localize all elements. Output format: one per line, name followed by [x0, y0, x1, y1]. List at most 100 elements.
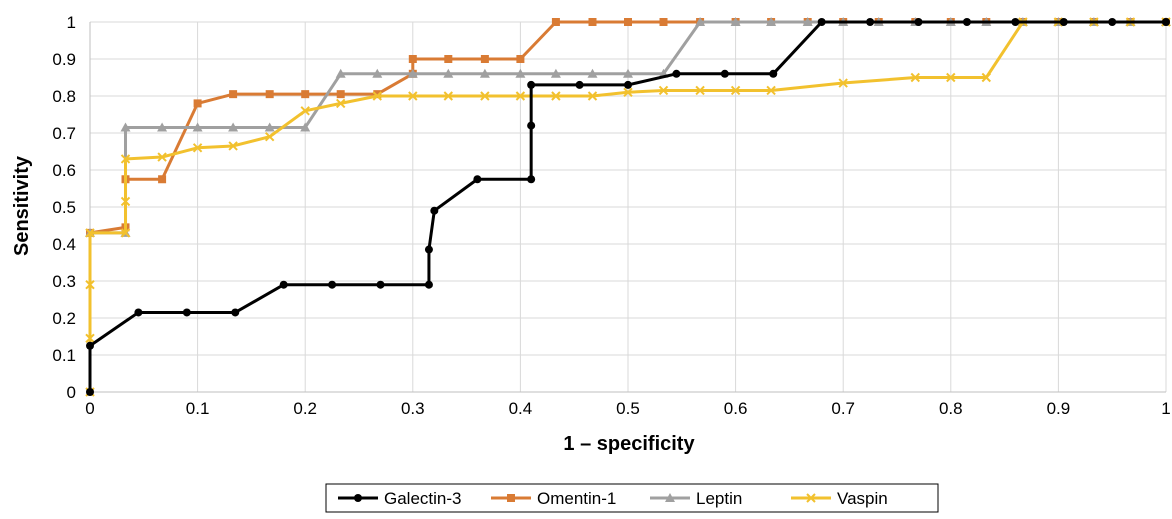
data-point-galectin-3	[527, 80, 536, 89]
marker-stroke	[85, 333, 95, 344]
data-point-vaspin	[587, 91, 598, 101]
gridlines	[90, 21, 1167, 392]
data-point-galectin-3	[817, 18, 826, 26]
data-point-galectin-3	[86, 341, 94, 350]
data-point-leptin	[695, 17, 706, 26]
data-point-vaspin	[120, 154, 131, 164]
marker-stroke	[408, 91, 418, 101]
marker-stroke	[946, 72, 956, 83]
data-point-galectin-3	[134, 308, 143, 317]
data-point-galectin-3	[962, 18, 971, 26]
data-point-galectin-3	[182, 308, 191, 317]
data-point-vaspin	[695, 85, 705, 96]
legend: Galectin-3 Omentin-1 Leptin Vaspin	[325, 483, 939, 513]
data-point-vaspin	[85, 228, 95, 238]
data-point-omentin-1	[551, 18, 560, 26]
marker-stroke	[587, 91, 598, 101]
data-point-omentin-1	[659, 18, 668, 26]
data-point-galectin-3	[86, 388, 94, 396]
legend-item-leptin: Leptin	[650, 489, 742, 508]
data-point-galectin-3	[1162, 18, 1170, 26]
marker-stroke	[336, 98, 346, 109]
data-point-vaspin	[730, 85, 741, 96]
data-point-leptin	[550, 68, 561, 78]
legend-item-galectin-3: Galectin-3	[338, 489, 461, 508]
y-tick-label: 1	[67, 13, 76, 32]
data-point-vaspin	[120, 228, 131, 238]
marker-stroke	[910, 72, 920, 83]
data-point-omentin-1	[480, 55, 489, 63]
y-tick-label: 0.8	[52, 87, 76, 106]
data-point-galectin-3	[424, 280, 433, 289]
marker-stroke	[372, 91, 382, 101]
x-tick-label: 0	[85, 399, 94, 418]
marker-stroke	[85, 279, 95, 290]
marker-stroke	[120, 228, 131, 238]
data-point-vaspin	[658, 85, 669, 96]
data-point-vaspin	[838, 78, 848, 88]
marker-stroke	[192, 143, 203, 153]
y-tick-label: 0.4	[52, 235, 76, 254]
data-point-galectin-3	[1059, 18, 1068, 26]
data-point-vaspin	[946, 72, 956, 83]
y-tick-label: 0.2	[52, 309, 76, 328]
y-tick-label: 0.7	[52, 124, 76, 143]
data-point-leptin	[515, 68, 526, 78]
data-point-omentin-1	[158, 175, 167, 184]
data-point-galectin-3	[624, 80, 632, 89]
legend-label: Galectin-3	[384, 489, 461, 508]
series-vaspin	[85, 17, 1171, 397]
series-galectin-3	[86, 18, 1170, 396]
data-point-vaspin	[443, 91, 454, 101]
marker-stroke	[443, 91, 454, 101]
data-point-leptin	[730, 17, 741, 26]
data-point-omentin-1	[193, 99, 202, 108]
marker-stroke	[264, 131, 275, 142]
data-point-leptin	[407, 68, 418, 78]
y-tick-label: 0.6	[52, 161, 76, 180]
data-point-galectin-3	[473, 175, 482, 184]
data-point-leptin	[300, 122, 311, 132]
data-point-galectin-3	[866, 18, 875, 26]
series-layer	[85, 17, 1171, 397]
data-point-vaspin	[551, 91, 561, 101]
data-point-galectin-3	[376, 280, 385, 289]
data-point-galectin-3	[769, 69, 778, 78]
data-point-vaspin	[228, 141, 238, 151]
x-tick-label: 0.4	[509, 399, 533, 418]
data-point-leptin	[802, 17, 813, 26]
y-tick-label: 0.3	[52, 272, 76, 291]
x-tick-label: 0.8	[939, 399, 963, 418]
y-tick-label: 0.1	[52, 346, 76, 365]
data-point-vaspin	[192, 143, 203, 153]
x-tick-label: 0.1	[186, 399, 210, 418]
marker-stroke	[623, 87, 633, 98]
data-point-galectin-3	[279, 280, 288, 289]
x-tick-label: 0.9	[1047, 399, 1071, 418]
data-point-vaspin	[623, 87, 633, 98]
legend-marker	[665, 493, 675, 502]
data-point-vaspin	[981, 72, 992, 83]
legend-marker	[354, 494, 362, 502]
marker-stroke	[515, 91, 526, 101]
data-point-leptin	[443, 68, 454, 78]
data-point-leptin	[372, 68, 383, 78]
marker-stroke	[551, 91, 561, 101]
data-point-omentin-1	[229, 90, 238, 99]
data-point-leptin	[623, 68, 633, 78]
data-point-leptin	[157, 122, 168, 132]
marker-stroke	[658, 85, 669, 96]
data-point-leptin	[120, 122, 131, 132]
x-tick-label: 0.6	[724, 399, 748, 418]
data-point-vaspin	[910, 72, 920, 83]
data-point-galectin-3	[424, 245, 433, 254]
data-point-vaspin	[480, 91, 490, 101]
data-point-vaspin	[408, 91, 418, 101]
data-point-leptin	[264, 122, 275, 132]
marker-stroke	[806, 493, 816, 503]
data-point-leptin	[335, 68, 346, 78]
data-point-vaspin	[372, 91, 382, 101]
marker-stroke	[157, 152, 167, 162]
